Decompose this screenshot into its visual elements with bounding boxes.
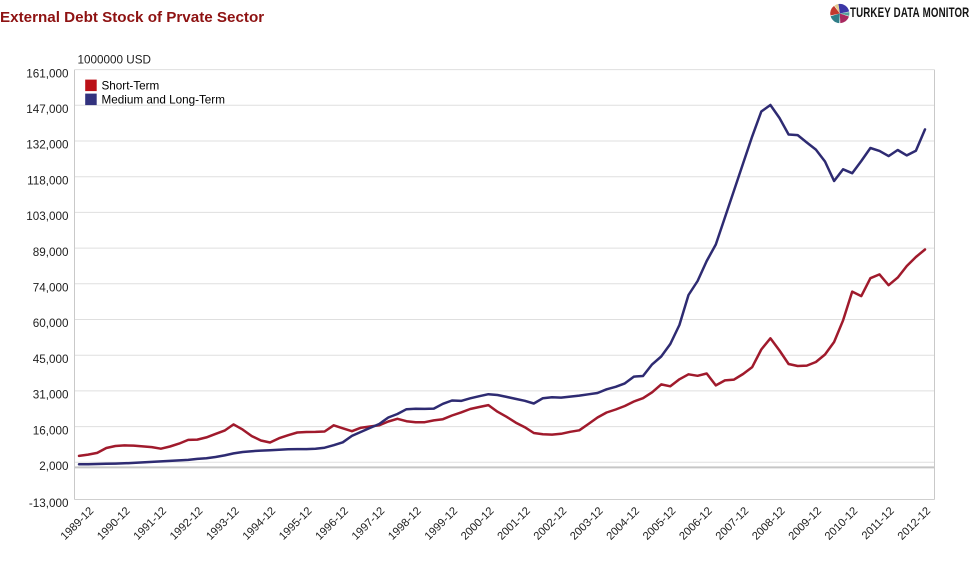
svg-text:2006-12: 2006-12 (677, 505, 715, 543)
svg-text:2012-12: 2012-12 (896, 505, 934, 543)
svg-text:1991-12: 1991-12 (132, 505, 170, 543)
svg-text:2009-12: 2009-12 (787, 505, 825, 543)
svg-text:Short-Term: Short-Term (102, 80, 160, 93)
svg-text:2007-12: 2007-12 (714, 505, 752, 543)
svg-text:161,000: 161,000 (26, 67, 69, 80)
svg-text:31,000: 31,000 (33, 389, 69, 402)
svg-text:2002-12: 2002-12 (532, 505, 570, 543)
svg-text:-13,000: -13,000 (29, 497, 69, 510)
svg-text:45,000: 45,000 (33, 353, 69, 366)
svg-text:1994-12: 1994-12 (241, 505, 279, 543)
svg-text:147,000: 147,000 (26, 103, 69, 116)
svg-text:1000000 USD: 1000000 USD (78, 54, 151, 67)
svg-text:118,000: 118,000 (27, 174, 69, 187)
svg-text:2010-12: 2010-12 (823, 505, 861, 543)
svg-text:1989-12: 1989-12 (59, 505, 97, 543)
svg-text:1996-12: 1996-12 (313, 505, 351, 543)
svg-text:2,000: 2,000 (39, 460, 69, 473)
svg-text:1992-12: 1992-12 (168, 505, 206, 543)
svg-text:16,000: 16,000 (33, 424, 69, 437)
svg-text:1999-12: 1999-12 (423, 505, 461, 543)
svg-text:2003-12: 2003-12 (568, 505, 606, 543)
svg-text:2005-12: 2005-12 (641, 505, 679, 543)
svg-text:Medium and Long-Term: Medium and Long-Term (102, 94, 225, 107)
svg-text:2008-12: 2008-12 (750, 505, 788, 543)
svg-text:1997-12: 1997-12 (350, 505, 388, 543)
svg-text:2011-12: 2011-12 (860, 505, 897, 542)
svg-text:132,000: 132,000 (26, 139, 69, 152)
svg-text:74,000: 74,000 (33, 282, 69, 295)
svg-text:1998-12: 1998-12 (386, 505, 424, 543)
svg-text:1993-12: 1993-12 (204, 505, 242, 543)
svg-text:2004-12: 2004-12 (605, 505, 643, 543)
svg-text:89,000: 89,000 (33, 246, 69, 259)
svg-text:103,000: 103,000 (26, 210, 69, 223)
svg-text:1990-12: 1990-12 (95, 505, 133, 543)
svg-text:2000-12: 2000-12 (459, 505, 497, 543)
svg-text:1995-12: 1995-12 (277, 505, 315, 543)
svg-text:2001-12: 2001-12 (495, 505, 533, 543)
svg-text:60,000: 60,000 (33, 317, 69, 330)
